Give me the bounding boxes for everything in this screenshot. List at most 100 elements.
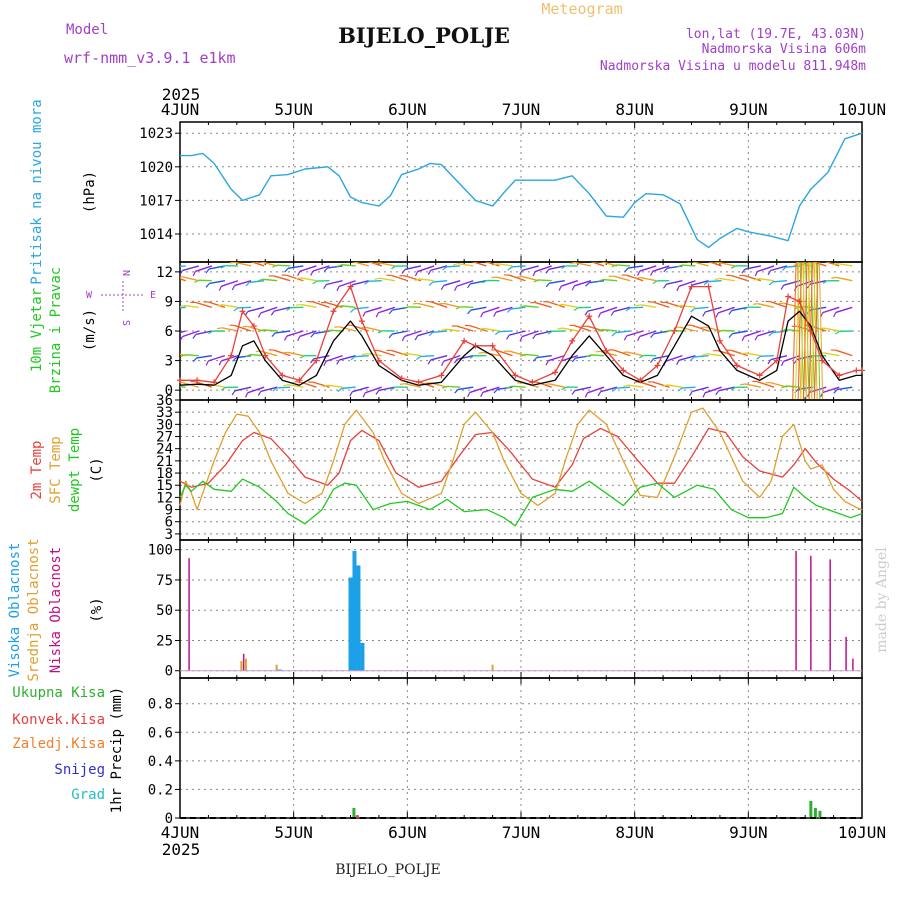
wind-arrow: [835, 306, 853, 314]
wind-arrow-head: [231, 285, 236, 291]
wind-arrow: [678, 280, 696, 288]
wind-arrow: [679, 326, 696, 332]
wind-arrow-head: [323, 360, 327, 367]
wind-arrow: [744, 383, 761, 388]
wind-arrow-head: [440, 328, 446, 332]
wind-arrow: [417, 302, 435, 309]
cloud-bar: [491, 664, 494, 671]
wind-arrow-head: [713, 262, 719, 264]
wind-arrow-head: [440, 285, 445, 291]
cloud-axis-label-3: Niska Oblacnost: [48, 547, 64, 673]
wind-arrow-head: [373, 262, 380, 265]
wind-arrow-head: [336, 286, 340, 292]
wind-arrow-head: [310, 358, 315, 364]
wind-arrow: [250, 262, 265, 267]
wind-arrow: [588, 280, 605, 284]
wind-arrow: [329, 329, 343, 332]
wind-arrow: [299, 265, 317, 272]
wind-gust-marker: [807, 328, 814, 334]
wind-arrow: [366, 352, 382, 357]
wind-arrow: [365, 386, 382, 394]
wind-arrow-head: [557, 303, 563, 306]
wind-gust-marker: [853, 367, 860, 374]
cloud-bar: [352, 550, 357, 671]
wind-arrow: [180, 353, 186, 357]
wind-arrow: [180, 330, 186, 334]
wind-arrow: [234, 280, 252, 287]
wind-arrow-head: [571, 390, 576, 395]
wind-arrow-head: [835, 330, 840, 335]
wind-arrow-head: [780, 284, 785, 290]
wind-arrow-head: [532, 334, 537, 340]
cloud-bar: [188, 558, 190, 671]
wind-arrow-head: [639, 354, 645, 359]
model-elevation-label: Nadmorska Visina u modelu 811.948m: [600, 59, 866, 74]
y-tick-label: 0.4: [148, 754, 173, 770]
wind-arrow-head: [480, 392, 484, 398]
compass-w: W: [86, 290, 93, 301]
wind-arrow: [522, 265, 539, 272]
wind-arrow-head: [624, 267, 629, 273]
wind-arrow-head: [192, 357, 198, 362]
wind-arrow-head: [218, 360, 223, 366]
wind-arrow-head: [623, 335, 628, 341]
wind-arrow-head: [545, 268, 550, 274]
wind-arrow: [273, 349, 291, 357]
wind-arrow-head: [519, 336, 523, 342]
x-tick-label-bottom: 10JUN: [838, 823, 886, 842]
wind-arrow: [299, 330, 317, 337]
wind-arrow: [495, 349, 513, 357]
wind-arrow-head: [453, 358, 458, 364]
wind-arrow: [707, 280, 722, 283]
wind-arrow: [680, 304, 696, 309]
wind-arrow: [773, 280, 788, 283]
wind-arrow: [836, 386, 853, 391]
wind-gust-marker: [637, 377, 644, 384]
wind-arrow-head: [506, 308, 512, 313]
wind-gust-marker: [773, 357, 780, 364]
precip-bar: [818, 810, 822, 818]
wind-arrow: [534, 265, 552, 273]
wind-arrow: [836, 262, 853, 267]
wind-arrow: [456, 280, 474, 287]
y-tick-label: 6: [165, 324, 173, 340]
compass-s: S: [120, 320, 131, 326]
wind-arrow: [499, 330, 513, 333]
wind-arrow-head: [400, 352, 406, 356]
x-tick-label-bottom: 9JUN: [729, 823, 768, 842]
wind-arrow-head: [652, 280, 658, 285]
wind-arrow-head: [467, 283, 472, 289]
y-tick-label: 50: [156, 603, 173, 619]
wind-arrow: [757, 303, 775, 309]
panel-frame: [179, 677, 863, 819]
wind-arrow-head: [754, 335, 758, 341]
wind-gust-marker: [296, 377, 303, 384]
wind-arrow-head: [611, 332, 616, 337]
wind-arrow-head: [543, 383, 549, 386]
wind-arrow: [354, 306, 369, 310]
wind-arrow-head: [832, 262, 838, 266]
y-tick-label: 1014: [139, 227, 173, 243]
wind-arrow-head: [350, 356, 356, 361]
model-value: wrf-nmm_v3.9.1 e1km: [64, 49, 236, 67]
wind-arrow-head: [217, 327, 223, 330]
y-tick-label: 0: [165, 811, 173, 827]
wind-gust-marker: [239, 308, 246, 315]
wind-arrow: [286, 330, 304, 337]
y-tick-label: 12: [156, 265, 173, 281]
wind-arrow-head: [743, 306, 749, 311]
wind-arrow-head: [208, 330, 213, 335]
wind-arrow-head: [532, 357, 538, 362]
wind-arrow-head: [403, 306, 409, 310]
wind-gust-marker: [756, 372, 763, 379]
wind-arrow: [731, 349, 748, 357]
wind-fan: [813, 262, 819, 400]
wind-arrow: [497, 263, 513, 267]
wind-arrow-head: [739, 383, 746, 386]
wind-arrow-head: [569, 262, 576, 264]
wind-arrow-head: [714, 277, 720, 281]
temp-unit-label: (C): [89, 457, 105, 482]
wind-arrow: [587, 386, 605, 394]
y-tick-label: 9: [165, 294, 173, 310]
